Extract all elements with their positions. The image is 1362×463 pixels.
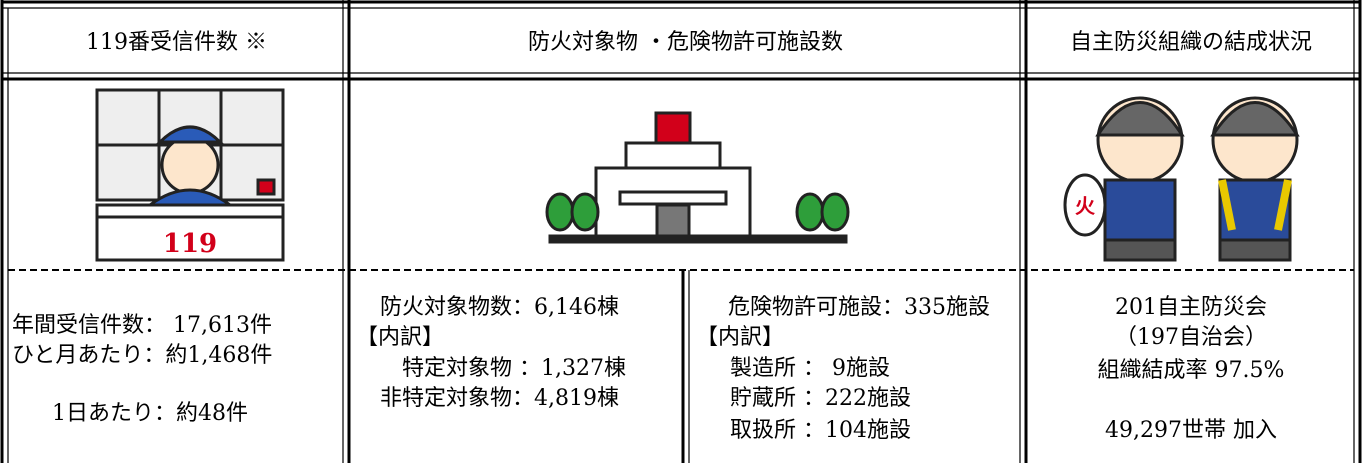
volunteers-illustration: 火 bbox=[1065, 98, 1297, 260]
cell-line: 特定対象物 ：1,327棟 bbox=[402, 356, 626, 382]
cell-line: 取扱所 ：104施設 bbox=[730, 418, 911, 444]
cell-line: 組織結成率 97.5% bbox=[1028, 358, 1354, 384]
cell-line: 1日あたり：約48件 bbox=[52, 401, 248, 427]
cell-line: 【内訳】 bbox=[696, 325, 784, 351]
header-facilities: 防火対象物 ・危険物許可施設数 bbox=[351, 30, 1020, 56]
cell-line: 防火対象物数：6,146棟 bbox=[380, 295, 619, 321]
cell-line: 201自主防災会 bbox=[1028, 295, 1354, 321]
cell-line: ひと月あたり：約1,468件 bbox=[12, 343, 272, 369]
header-organization: 自主防災組織の結成状況 bbox=[1028, 30, 1354, 56]
frame: 119 火 bbox=[0, 0, 1362, 463]
cell-line: （197自治会） bbox=[1028, 325, 1354, 351]
building-illustration bbox=[547, 113, 848, 242]
page: 119 火 119番受信件数 ※ 防火対象物 ・危険物許可施設数 自主防災組織の… bbox=[0, 0, 1362, 463]
operator-illustration: 119 bbox=[97, 90, 283, 260]
cell-line: 危険物許可施設：335施設 bbox=[728, 295, 990, 321]
cell-line: 製造所 ： 9施設 bbox=[730, 356, 890, 382]
svg-text:119: 119 bbox=[163, 229, 217, 259]
cell-line: 【内訳】 bbox=[356, 325, 444, 351]
cell-line: 年間受信件数： 17,613件 bbox=[12, 313, 272, 339]
cell-line: 49,297世帯 加入 bbox=[1028, 418, 1354, 444]
cell-line: 非特定対象物：4,819棟 bbox=[380, 386, 619, 412]
header-119: 119番受信件数 ※ bbox=[10, 30, 343, 56]
svg-text:火: 火 bbox=[1075, 194, 1096, 218]
cell-line: 貯蔵所 ：222施設 bbox=[730, 386, 911, 412]
